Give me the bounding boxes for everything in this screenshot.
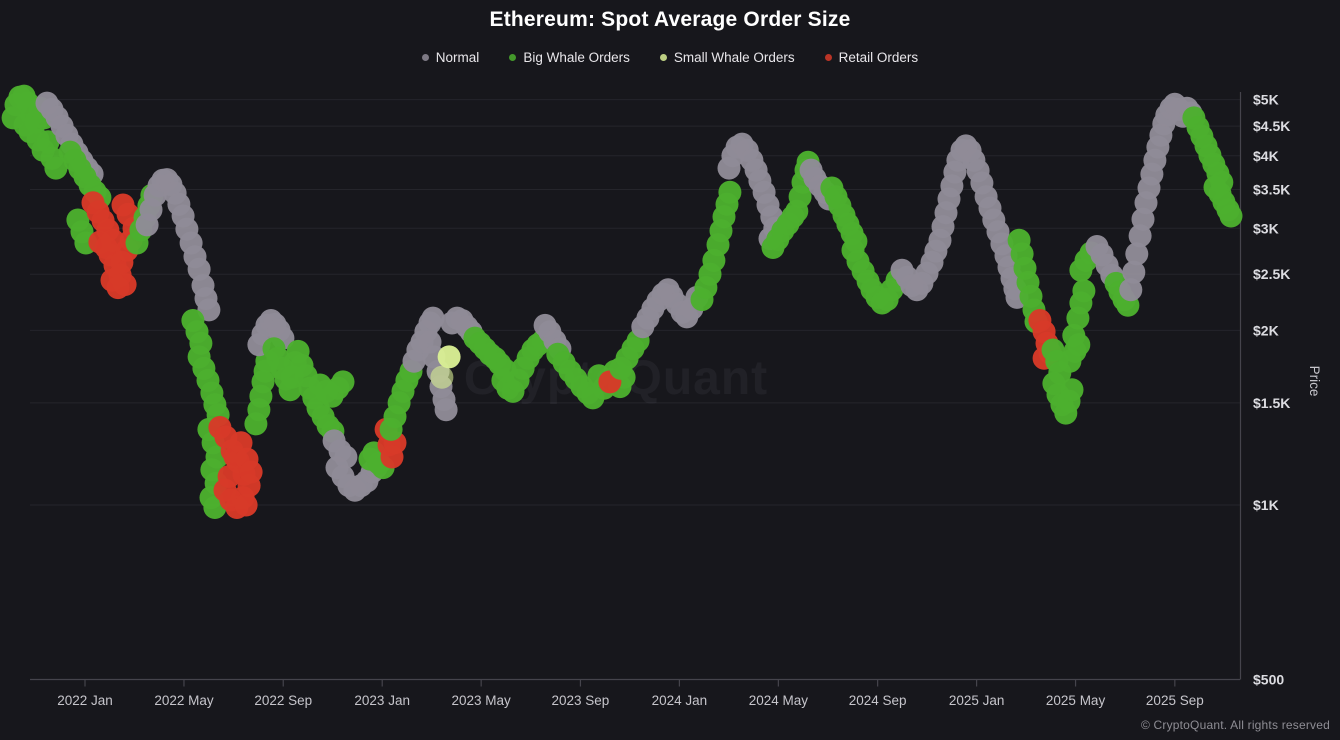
legend-item-small-whale-orders[interactable]: Small Whale Orders bbox=[659, 50, 795, 65]
chart-legend: Normal Big Whale Orders Small Whale Orde… bbox=[0, 50, 1340, 65]
y-axis-tick-label: $2.5K bbox=[1253, 266, 1290, 282]
data-point-big_whale bbox=[331, 370, 355, 394]
legend-label: Normal bbox=[435, 50, 480, 65]
data-point-normal bbox=[1125, 242, 1149, 266]
x-axis-tick-label: 2022 Sep bbox=[254, 693, 312, 708]
y-axis-title: Price bbox=[1307, 366, 1322, 397]
data-point-retail bbox=[111, 193, 135, 217]
y-axis-tick-label: $2K bbox=[1253, 322, 1279, 338]
copyright-notice: © CryptoQuant. All rights reserved bbox=[1140, 718, 1330, 732]
data-point-retail bbox=[239, 460, 263, 484]
data-point-retail bbox=[100, 268, 124, 292]
legend-label: Small Whale Orders bbox=[673, 50, 795, 65]
data-point-normal bbox=[1119, 278, 1143, 302]
x-axis-tick-label: 2023 Sep bbox=[552, 693, 610, 708]
x-axis-tick-label: 2024 Sep bbox=[849, 693, 907, 708]
big-whale-series-dot-icon bbox=[509, 54, 517, 61]
x-axis-tick-label: 2024 Jan bbox=[652, 693, 708, 708]
small-whale-series-dot-icon bbox=[659, 54, 667, 61]
page-title: Ethereum: Spot Average Order Size bbox=[489, 8, 851, 31]
x-axis-tick-label: 2024 May bbox=[749, 693, 809, 708]
x-axis-tick-label: 2025 Sep bbox=[1146, 693, 1204, 708]
legend-item-normal[interactable]: Normal bbox=[421, 50, 480, 65]
data-point-small_whale bbox=[437, 345, 461, 369]
data-point-retail bbox=[234, 493, 258, 517]
legend-item-retail-orders[interactable]: Retail Orders bbox=[824, 50, 919, 65]
data-point-big_whale bbox=[718, 180, 742, 204]
y-axis-tick-label: $1K bbox=[1253, 497, 1279, 513]
y-axis-tick-label: $3K bbox=[1253, 220, 1279, 236]
x-axis-tick-label: 2023 May bbox=[452, 693, 512, 708]
y-axis-tick-label: $4.5K bbox=[1253, 118, 1290, 134]
legend-item-big-whale-orders[interactable]: Big Whale Orders bbox=[509, 50, 630, 65]
data-point-big_whale bbox=[1072, 279, 1096, 303]
data-point-big_whale bbox=[1062, 324, 1086, 347]
y-axis-tick-label: $3.5K bbox=[1253, 181, 1290, 197]
data-point-big_whale bbox=[1219, 204, 1243, 228]
data-point-retail bbox=[217, 465, 241, 488]
data-point-small_whale bbox=[430, 365, 454, 389]
legend-label: Retail Orders bbox=[838, 50, 919, 65]
data-point-normal bbox=[1122, 260, 1146, 284]
legend-label: Big Whale Orders bbox=[523, 50, 630, 65]
data-point-normal bbox=[421, 306, 445, 330]
y-axis-tick-label: $500 bbox=[1253, 672, 1284, 688]
data-point-big_whale bbox=[1060, 378, 1084, 402]
x-axis-tick-label: 2025 May bbox=[1046, 693, 1106, 708]
y-axis-tick-label: $1.5K bbox=[1253, 395, 1290, 411]
x-axis-tick-label: 2025 Jan bbox=[949, 693, 1005, 708]
data-point-big_whale bbox=[44, 156, 68, 180]
x-axis-tick-label: 2022 Jan bbox=[57, 693, 113, 708]
retail-series-dot-icon bbox=[824, 54, 832, 61]
normal-series-dot-icon bbox=[421, 54, 429, 61]
y-axis-tick-label: $4K bbox=[1253, 148, 1279, 164]
data-point-normal bbox=[434, 398, 458, 422]
x-axis-tick-label: 2023 Jan bbox=[354, 693, 410, 708]
y-axis-tick-label: $5K bbox=[1253, 92, 1279, 108]
x-axis-tick-label: 2022 May bbox=[154, 693, 214, 708]
